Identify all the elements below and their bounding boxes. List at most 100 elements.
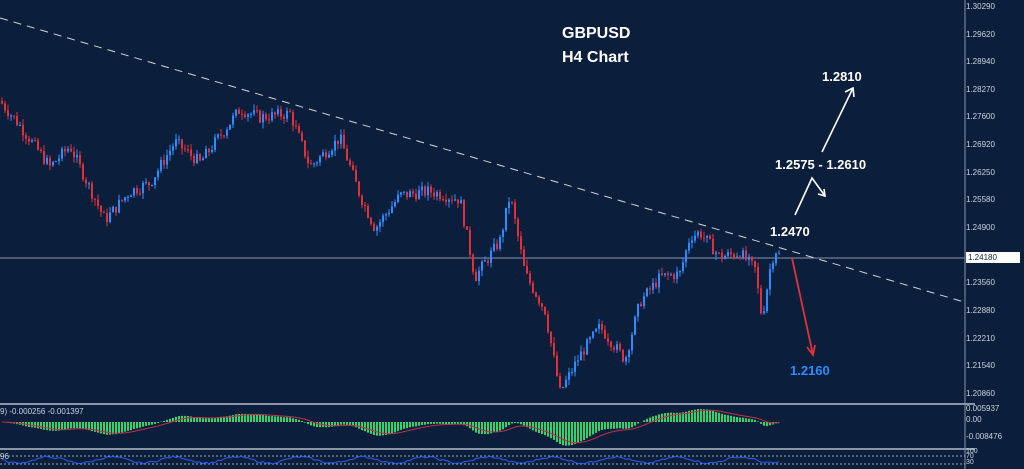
candle-body [631,334,633,351]
price-tick-label: 1.24180 [968,252,997,262]
candle-body [454,199,456,201]
candle-body [538,296,540,304]
candle-body [451,199,453,201]
candle-body [64,148,66,152]
candle-body [199,154,201,161]
candle-body [181,139,183,149]
candle-body [550,331,552,344]
candle-body [613,347,615,350]
candle-body [541,303,543,307]
candle-body [514,202,516,219]
target-up-label: 1.2810 [822,69,862,84]
candle-body [190,149,192,156]
candle-body [217,134,219,138]
candle-body [283,116,285,119]
candle-body [91,183,93,199]
candle-body [295,125,297,127]
candle-body [724,256,726,260]
candle-body [139,193,141,195]
candle-body [604,329,606,339]
candle-body [127,196,129,198]
candle-body [160,160,162,171]
candle-body [745,250,747,260]
macd-tick-label: 0.005937 [966,404,1000,413]
candle-body [424,186,426,196]
candle-body [568,372,570,380]
candle-body [571,372,573,374]
lower-tick-label: 30 [966,459,974,466]
candle-body [406,191,408,198]
candle-body [196,154,198,164]
candle-body [592,331,594,338]
candle-body [310,163,312,165]
candle-body [334,140,336,151]
target-down-label: 1.2160 [790,363,830,378]
candle-body [763,311,765,314]
candle-body [439,192,441,200]
timeframe-label: H4 Chart [562,49,629,66]
candle-body [343,134,345,149]
candle-body [556,355,558,376]
candle-body [100,205,102,212]
candle-body [421,186,423,191]
candle-body [202,158,204,161]
candle-body [70,148,72,152]
price-tick-label: 1.27600 [966,112,995,122]
candle-body [712,238,714,255]
candle-body [505,207,507,231]
candle-body [298,126,300,133]
candle-body [382,215,384,223]
candle-body [43,150,45,164]
candle-body [286,110,288,119]
candle-body [340,134,342,144]
candle-body [118,199,120,213]
candle-body [547,314,549,332]
candle-body [187,149,189,151]
candle-body [643,296,645,307]
candle-body [373,223,375,231]
candle-body [526,265,528,274]
candle-body [274,112,276,115]
candle-body [496,243,498,249]
candle-body [37,140,39,150]
macd-signal-line [1,409,780,444]
candle-body [133,188,135,196]
price-tick-label: 1.24900 [966,223,995,233]
candle-body [658,273,660,288]
candle-body [52,161,54,166]
candle-body [649,288,651,290]
candle-body [394,202,396,207]
candle-body [655,282,657,288]
candle-body [583,351,585,355]
candle-body [163,160,165,165]
candle-body [616,344,618,350]
candle-body [679,271,681,273]
candle-body [751,256,753,261]
candle-body [703,237,705,239]
candle-body [229,124,231,130]
candle-body [208,148,210,152]
candle-body [280,109,282,117]
candle-body [235,109,237,116]
candle-body [241,113,243,115]
candle-body [532,282,534,293]
candle-body [754,260,756,268]
candle-body [58,158,60,162]
candle-body [748,256,750,260]
candle-body [370,217,372,224]
symbol-label: GBPUSD [562,25,631,42]
candle-body [739,256,741,259]
candle-body [625,356,627,362]
candle-body [19,124,21,126]
candle-body [361,195,363,206]
candle-body [244,114,246,118]
price-tick-label: 1.30290 [966,2,995,11]
candle-body [253,110,255,114]
candle-body [511,202,513,204]
candle-body [40,149,42,151]
candle-body [106,213,108,222]
candle-body [637,303,639,317]
candle-body [697,231,699,236]
candle-body [718,252,720,254]
candle-body [238,109,240,114]
